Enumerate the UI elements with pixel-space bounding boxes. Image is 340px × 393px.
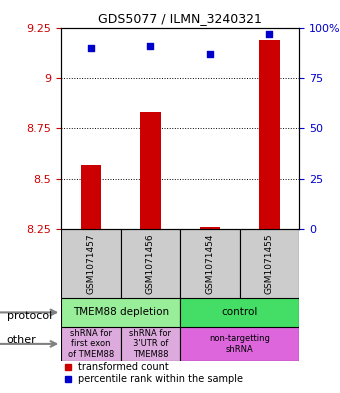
FancyBboxPatch shape [61,229,121,298]
Text: non-targetting
shRNA: non-targetting shRNA [209,334,270,354]
FancyBboxPatch shape [180,229,240,298]
Text: protocol: protocol [7,311,52,321]
Point [88,44,94,51]
Text: GSM1071454: GSM1071454 [205,233,215,294]
Point [148,42,153,49]
Text: GSM1071455: GSM1071455 [265,233,274,294]
FancyBboxPatch shape [121,229,180,298]
Bar [81,165,101,229]
Text: transformed count: transformed count [78,362,169,372]
Point [267,30,272,37]
Text: TMEM88 depletion: TMEM88 depletion [73,307,169,318]
Point [207,51,213,57]
Text: shRNA for
first exon
of TMEM88: shRNA for first exon of TMEM88 [68,329,114,359]
Text: percentile rank within the sample: percentile rank within the sample [78,374,243,384]
FancyBboxPatch shape [61,298,180,327]
Text: shRNA for
3'UTR of
TMEM88: shRNA for 3'UTR of TMEM88 [130,329,171,359]
Text: GSM1071457: GSM1071457 [86,233,96,294]
Bar [140,112,161,229]
Text: other: other [7,335,36,345]
FancyBboxPatch shape [61,327,121,361]
FancyBboxPatch shape [180,298,299,327]
FancyBboxPatch shape [240,229,299,298]
Title: GDS5077 / ILMN_3240321: GDS5077 / ILMN_3240321 [98,12,262,25]
FancyBboxPatch shape [121,327,180,361]
Bar [200,227,220,229]
FancyBboxPatch shape [180,327,299,361]
Text: GSM1071456: GSM1071456 [146,233,155,294]
Bar [259,40,280,229]
Text: control: control [222,307,258,318]
